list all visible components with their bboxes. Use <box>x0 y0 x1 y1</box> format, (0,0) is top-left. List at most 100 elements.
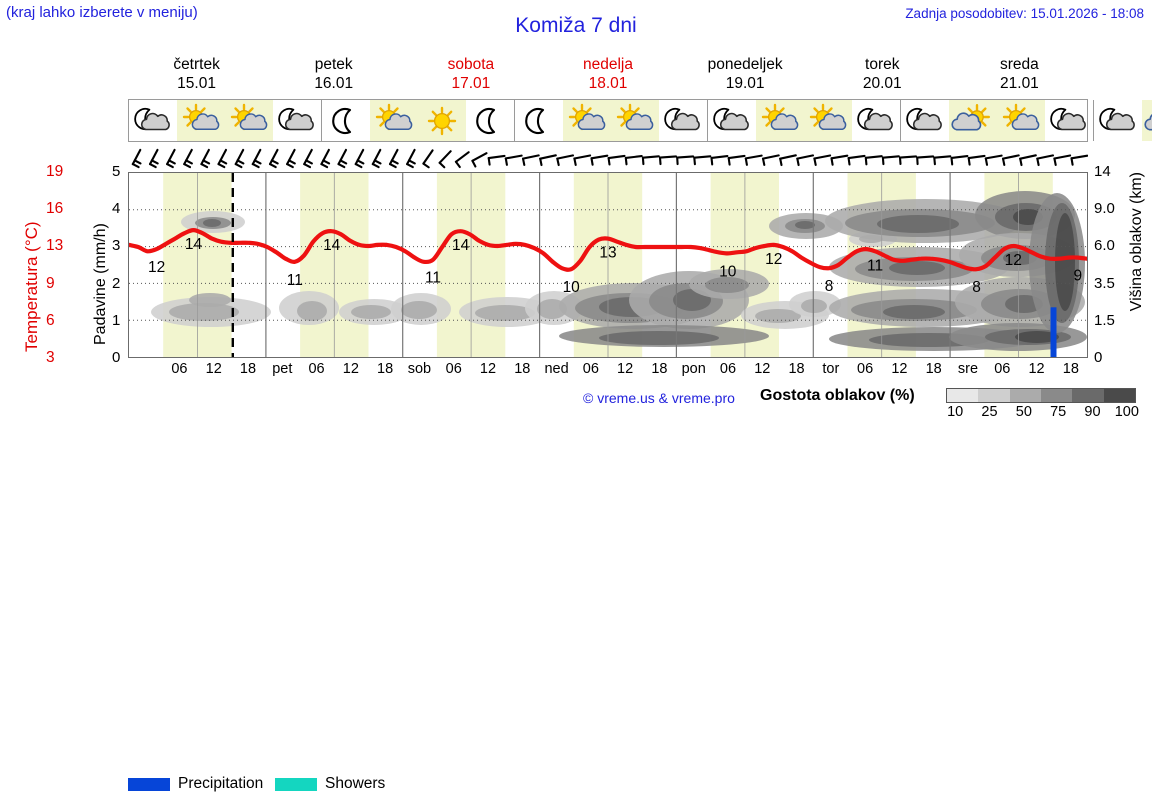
icon-day-3 <box>708 100 901 141</box>
svg-text:12: 12 <box>765 251 782 268</box>
cloud-density-step-label: 75 <box>1041 404 1075 422</box>
x-axis-label: pet <box>265 360 299 380</box>
day-name: sobota <box>402 55 539 74</box>
svg-text:10: 10 <box>563 279 581 296</box>
ticks-temp-5: 3 <box>46 349 55 367</box>
icon-day-1 <box>322 100 515 141</box>
svg-text:14: 14 <box>452 237 470 254</box>
day-date: 16.01 <box>265 74 402 93</box>
x-axis-label: 18 <box>917 360 951 380</box>
day-header-6: sreda 21.01 <box>951 55 1088 95</box>
cloud-sun-icon <box>949 100 997 141</box>
sun-icon <box>418 100 466 141</box>
x-axis-label: 18 <box>368 360 402 380</box>
svg-text:12: 12 <box>1005 252 1022 269</box>
sun-cloud-icon <box>177 100 225 141</box>
ticks-temp-2: 13 <box>46 237 63 255</box>
day-header-row: četrtek 15.01 petek 16.01 sobota 17.01 n… <box>128 55 1088 95</box>
x-axis-label: 12 <box>334 360 368 380</box>
cloud-density-step-label: 90 <box>1075 404 1109 422</box>
day-name: četrtek <box>128 55 265 74</box>
ticks-temp-3: 9 <box>46 275 55 293</box>
day-date: 20.01 <box>814 74 951 93</box>
copyright-link[interactable]: © vreme.us & vreme.pro <box>583 390 735 406</box>
svg-text:12: 12 <box>148 259 165 276</box>
ticks-cloud-3: 3.5 <box>1094 275 1115 292</box>
cloud-density-step-4 <box>1072 389 1103 402</box>
day-header-3: nedelja 18.01 <box>539 55 676 95</box>
svg-text:14: 14 <box>323 237 341 254</box>
x-axis-label: tor <box>814 360 848 380</box>
svg-text:13: 13 <box>599 245 616 262</box>
ticks-temp-4: 6 <box>46 312 55 330</box>
cloud-density-step-label: 25 <box>972 404 1006 422</box>
x-axis-label: 12 <box>608 360 642 380</box>
day-name: petek <box>265 55 402 74</box>
svg-text:10: 10 <box>719 263 737 280</box>
day-header-2: sobota 17.01 <box>402 55 539 95</box>
ticks-precip-4: 1 <box>112 312 120 329</box>
moon-cloud-icon <box>659 100 707 141</box>
day-date: 15.01 <box>128 74 265 93</box>
sun-cloud-icon <box>225 100 273 141</box>
day-name: sreda <box>951 55 1088 74</box>
ticks-cloud-0: 14 <box>1094 163 1111 180</box>
x-axis-label: ned <box>539 360 573 380</box>
cloud-density-step-3 <box>1041 389 1072 402</box>
cloud-density-step-5 <box>1104 389 1135 402</box>
cloud-density-step-0 <box>947 389 978 402</box>
x-axis-label: 12 <box>197 360 231 380</box>
svg-text:11: 11 <box>287 272 303 289</box>
x-axis-label: sre <box>951 360 985 380</box>
showers-legend-label: Showers <box>325 775 385 793</box>
ticks-temp-0: 19 <box>46 163 63 181</box>
moon-cloud-icon <box>708 100 756 141</box>
x-axis-label: 12 <box>882 360 916 380</box>
moon-icon <box>515 100 563 141</box>
day-name: ponedeljek <box>677 55 814 74</box>
cloud-density-step-label: 100 <box>1110 404 1144 422</box>
day-date: 19.01 <box>677 74 814 93</box>
ticks-cloud-4: 1.5 <box>1094 312 1115 329</box>
sun-cloud-icon <box>370 100 418 141</box>
last-update-label: Zadnja posodobitev: 15.01.2026 - 18:08 <box>905 6 1144 21</box>
wind-barbs-svg <box>128 143 1088 171</box>
precipitation-swatch <box>128 778 170 791</box>
day-date: 21.01 <box>951 74 1088 93</box>
x-axis-label: 06 <box>848 360 882 380</box>
x-axis-label: 06 <box>985 360 1019 380</box>
icon-day-5 <box>1094 100 1152 141</box>
precipitation-bars <box>1051 307 1057 357</box>
x-axis-label: 18 <box>505 360 539 380</box>
day-header-5: torek 20.01 <box>814 55 951 95</box>
precipitation-legend-label: Precipitation <box>178 775 263 793</box>
x-axis-label: 06 <box>437 360 471 380</box>
sun-cloud-icon <box>563 100 611 141</box>
svg-text:8: 8 <box>825 278 834 295</box>
x-axis-label: 18 <box>1054 360 1088 380</box>
x-axis-label: sob <box>402 360 436 380</box>
cloud-density-legend-title: Gostota oblakov (%) <box>760 387 915 405</box>
x-axis-label: 18 <box>642 360 676 380</box>
cloud-density-step-label: 50 <box>1007 404 1041 422</box>
ticks-temp-1: 16 <box>46 200 63 218</box>
x-axis-label: 06 <box>711 360 745 380</box>
ticks-precip-5: 0 <box>112 349 120 366</box>
sun-cloud-icon <box>804 100 852 141</box>
sun-cloud-icon <box>611 100 659 141</box>
svg-text:11: 11 <box>867 257 883 274</box>
x-axis-label: 06 <box>299 360 333 380</box>
ticks-precip-3: 2 <box>112 275 120 292</box>
x-axis-label: 06 <box>574 360 608 380</box>
weather-icon-strip <box>128 99 1088 142</box>
sun-cloud-icon <box>997 100 1045 141</box>
ticks-cloud-2: 6.0 <box>1094 237 1115 254</box>
wind-barb-strip <box>128 143 1088 171</box>
x-axis-label <box>128 360 162 380</box>
